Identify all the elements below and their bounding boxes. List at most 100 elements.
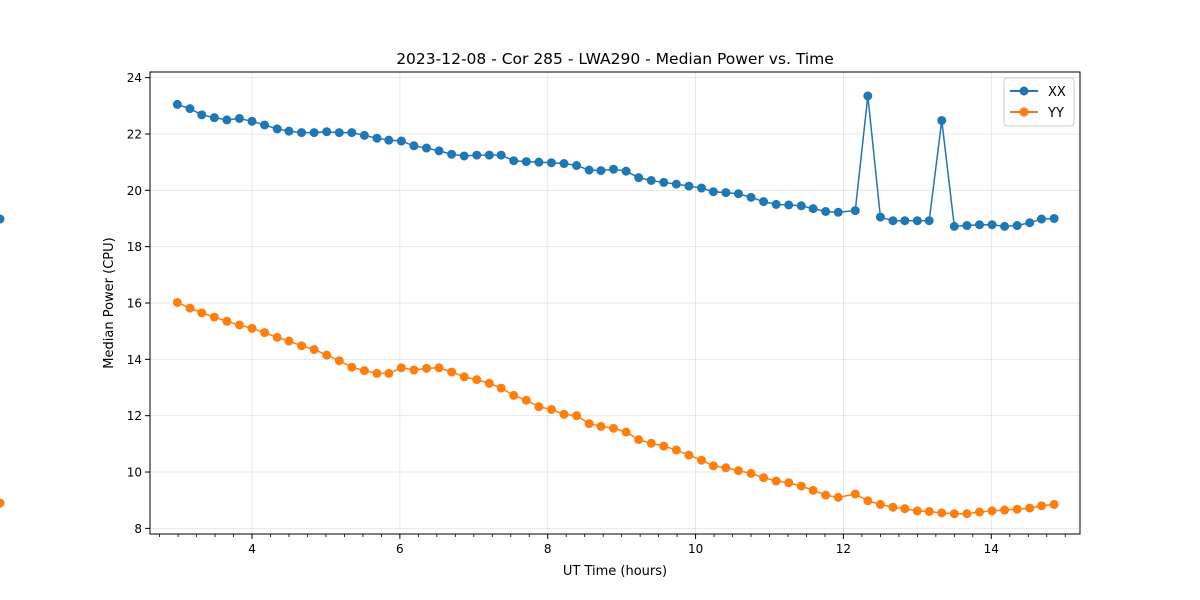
y-axis: 8 10 12 14 16 18 20 22 24	[127, 71, 150, 536]
data-point-xx	[863, 91, 873, 101]
data-point-xx	[759, 197, 769, 207]
data-point-xx	[372, 133, 382, 143]
legend: XX YY	[1003, 77, 1075, 127]
data-point-xx	[322, 127, 332, 137]
x-tick-label: 4	[248, 542, 256, 556]
data-point-xx	[912, 216, 922, 226]
data-point-yy	[808, 485, 818, 495]
data-point-yy	[949, 509, 959, 519]
data-point-yy	[322, 350, 332, 360]
data-point-xx	[833, 207, 843, 217]
y-tick-label: 14	[127, 353, 142, 367]
data-point-xx	[875, 212, 885, 222]
data-point-yy	[1025, 503, 1035, 513]
data-point-yy	[937, 508, 947, 518]
data-point-xx	[1012, 221, 1022, 231]
data-point-yy	[0, 498, 5, 508]
data-point-yy	[172, 297, 182, 307]
data-point-xx	[1025, 218, 1035, 228]
data-point-xx	[771, 199, 781, 209]
data-point-yy	[684, 450, 694, 460]
data-point-yy	[696, 455, 706, 465]
data-point-yy	[888, 502, 898, 512]
data-point-yy	[396, 363, 406, 373]
data-point-xx	[222, 115, 232, 125]
legend-entry-yy: YY	[1010, 106, 1064, 121]
legend-label-xx: XX	[1048, 85, 1066, 100]
data-point-yy	[546, 404, 556, 414]
data-point-yy	[534, 402, 544, 412]
data-point-xx	[359, 130, 369, 140]
data-point-xx	[472, 150, 482, 160]
y-tick-label: 20	[127, 184, 142, 198]
series-yy	[0, 297, 1059, 519]
grid	[150, 72, 1080, 534]
data-point-xx	[746, 192, 756, 202]
data-point-xx	[347, 128, 357, 138]
data-point-xx	[459, 151, 469, 161]
y-tick-label: 22	[127, 127, 142, 141]
data-point-xx	[297, 128, 307, 138]
x-tick-label: 6	[396, 542, 404, 556]
y-tick-label: 8	[134, 522, 142, 536]
data-point-xx	[546, 158, 556, 168]
data-point-xx	[247, 116, 257, 126]
data-point-xx	[900, 216, 910, 226]
data-point-yy	[234, 320, 244, 330]
x-tick-label: 10	[688, 542, 703, 556]
data-point-xx	[0, 214, 5, 224]
data-point-xx	[671, 179, 681, 189]
series-xx	[0, 91, 1059, 231]
data-point-xx	[784, 200, 794, 210]
data-point-yy	[833, 492, 843, 502]
data-point-yy	[987, 506, 997, 516]
data-point-xx	[646, 175, 656, 185]
x-axis-label: UT Time (hours)	[563, 564, 667, 579]
data-point-yy	[559, 409, 569, 419]
data-point-yy	[659, 441, 669, 451]
legend-marker-yy	[1019, 107, 1029, 117]
data-point-yy	[209, 312, 219, 322]
y-tick-label: 24	[127, 71, 142, 85]
data-point-xx	[596, 166, 606, 176]
data-point-xx	[584, 165, 594, 175]
data-point-xx	[185, 104, 195, 114]
data-point-yy	[621, 427, 631, 437]
data-point-xx	[609, 164, 619, 174]
data-point-yy	[759, 473, 769, 483]
legend-label-yy: YY	[1047, 106, 1064, 121]
data-point-xx	[284, 126, 294, 136]
series-layer	[0, 91, 1059, 519]
data-point-xx	[696, 183, 706, 193]
data-point-xx	[172, 99, 182, 109]
data-point-xx	[496, 150, 506, 160]
data-point-xx	[796, 201, 806, 211]
data-point-yy	[912, 506, 922, 516]
x-tick-label: 8	[544, 542, 552, 556]
data-point-xx	[949, 221, 959, 231]
data-point-yy	[434, 363, 444, 373]
data-point-yy	[974, 507, 984, 517]
data-point-yy	[721, 463, 731, 473]
data-point-xx	[888, 216, 898, 226]
data-point-yy	[572, 411, 582, 421]
data-point-xx	[721, 188, 731, 198]
data-point-yy	[1012, 504, 1022, 514]
data-point-xx	[962, 221, 972, 231]
data-point-yy	[359, 366, 369, 376]
data-point-yy	[796, 481, 806, 491]
data-point-yy	[197, 308, 207, 318]
x-axis: 4 6 8 10 12 14	[159, 534, 1066, 556]
data-point-yy	[284, 336, 294, 346]
data-point-yy	[421, 363, 431, 373]
data-point-yy	[496, 383, 506, 393]
data-point-yy	[784, 478, 794, 488]
data-point-xx	[521, 157, 531, 167]
data-point-yy	[222, 316, 232, 326]
data-point-xx	[447, 149, 457, 159]
legend-entry-xx: XX	[1010, 85, 1066, 100]
data-point-xx	[987, 220, 997, 230]
data-point-xx	[924, 216, 934, 226]
data-point-xx	[234, 113, 244, 123]
